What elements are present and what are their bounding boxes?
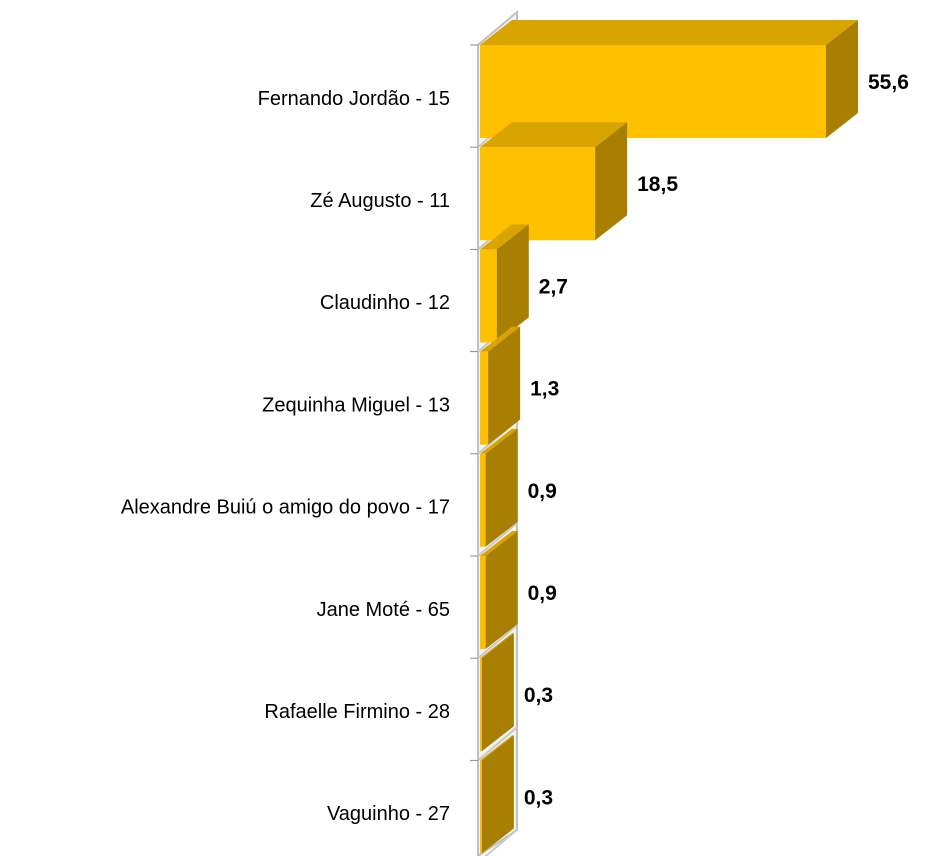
value-label: 2,7	[539, 275, 568, 298]
bar-face	[480, 735, 514, 761]
bar-face	[480, 428, 518, 454]
value-label: 0,9	[528, 582, 557, 605]
bar-face	[480, 633, 514, 659]
category-label: Zequinha Miguel - 13	[262, 394, 450, 416]
bar	[480, 531, 518, 649]
value-label: 55,6	[868, 71, 909, 94]
wall-divider	[477, 726, 518, 762]
bar-face	[488, 326, 521, 445]
bar	[480, 326, 521, 445]
bar	[480, 633, 514, 752]
bar-face	[480, 20, 858, 45]
bar	[480, 224, 529, 343]
bar-face	[480, 147, 596, 241]
bar-face	[481, 633, 514, 752]
wall-divider	[477, 522, 518, 557]
bar-face	[480, 45, 826, 138]
bar-face	[485, 531, 518, 649]
bar	[480, 735, 514, 854]
bar	[480, 122, 628, 241]
category-label: Alexandre Buiú o amigo do povo - 17	[121, 497, 450, 519]
bar-face	[485, 428, 518, 547]
category-label: Claudinho - 12	[320, 292, 450, 314]
bar-face	[480, 249, 497, 343]
category-label: Jane Moté - 65	[317, 599, 450, 621]
bar-face	[480, 556, 486, 649]
bar-face	[480, 531, 518, 556]
value-label: 0,3	[524, 786, 553, 809]
bar-face	[496, 224, 529, 343]
bar-face	[480, 453, 486, 547]
category-label: Rafaelle Firmino - 28	[264, 701, 450, 723]
bar-face	[480, 658, 482, 752]
bar-face	[480, 326, 521, 352]
bar-face	[480, 351, 489, 445]
bar-face	[480, 224, 529, 250]
bar-face	[481, 735, 514, 854]
bar-face	[480, 760, 482, 854]
bar-face	[480, 122, 628, 148]
value-label: 18,5	[637, 173, 678, 196]
value-label: 0,9	[528, 480, 557, 503]
wall-divider	[477, 624, 518, 659]
bar	[480, 428, 518, 547]
value-label: 0,3	[524, 684, 553, 707]
value-label: 1,3	[530, 378, 559, 401]
wall-divider	[484, 828, 518, 856]
category-label: Zé Augusto - 11	[310, 190, 450, 212]
bar-face	[826, 20, 858, 138]
bar	[480, 20, 858, 138]
bar-face	[595, 122, 628, 241]
category-label: Vaguinho - 27	[327, 803, 450, 825]
category-label: Fernando Jordão - 15	[258, 88, 450, 110]
